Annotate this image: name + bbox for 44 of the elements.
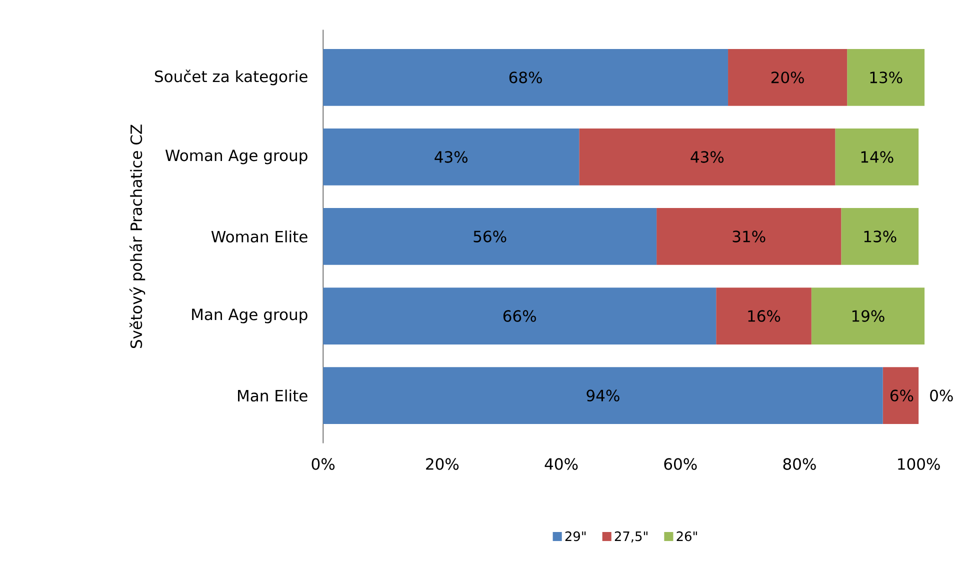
bar	[323, 48, 728, 106]
data-label: 13%	[864, 230, 896, 242]
bar	[847, 48, 925, 106]
y-axis-title: Světový pohár Prachatice CZ	[129, 124, 146, 348]
legend-label: 26"	[676, 531, 697, 542]
y-tick-label: Woman Elite	[211, 230, 308, 242]
y-tick-label: Man Elite	[238, 390, 308, 402]
bar	[323, 208, 657, 265]
x-tick-label: 80%	[783, 458, 816, 470]
data-label: 43%	[690, 151, 724, 163]
data-label: 0%	[930, 390, 953, 402]
bar	[811, 288, 925, 344]
bar	[835, 128, 919, 186]
bar	[323, 128, 580, 186]
data-label: 31%	[732, 230, 766, 242]
bar	[579, 128, 836, 186]
bar	[323, 367, 883, 424]
data-label: 43%	[434, 151, 468, 163]
bar	[728, 48, 848, 106]
bar	[716, 288, 812, 344]
x-tick-label: 0%	[312, 458, 335, 470]
x-tick-label: 20%	[426, 458, 459, 470]
x-tick-label: 40%	[544, 458, 578, 470]
x-tick-label: 60%	[664, 458, 697, 470]
data-label: 16%	[748, 310, 780, 322]
bar	[882, 367, 919, 424]
legend-label: 27,5"	[614, 531, 648, 542]
data-label: 68%	[509, 72, 542, 84]
data-label: 19%	[852, 310, 884, 322]
bar	[841, 208, 919, 265]
data-label: 20%	[771, 72, 804, 84]
bar	[323, 288, 716, 344]
y-tick-label: Součet za kategorie	[154, 70, 308, 86]
y-tick-label: Man Age group	[192, 308, 308, 324]
data-label: 56%	[474, 230, 506, 242]
data-label: 6%	[890, 390, 914, 402]
x-tick-label: 100%	[898, 458, 940, 470]
data-label: 14%	[861, 151, 894, 163]
y-tick-label: Woman Age group	[165, 150, 308, 164]
data-label: 66%	[503, 310, 536, 322]
data-label: 13%	[870, 72, 902, 84]
data-label: 94%	[586, 390, 620, 402]
bar	[656, 208, 842, 265]
legend-label: 29"	[565, 531, 586, 542]
